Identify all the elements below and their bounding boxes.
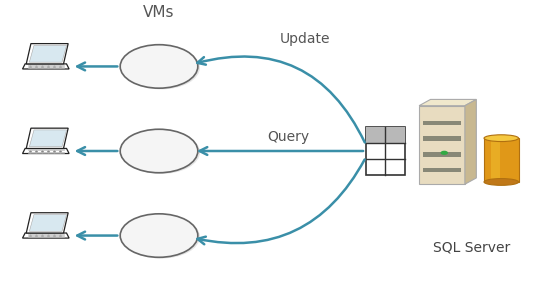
Text: Update: Update	[279, 32, 330, 46]
Circle shape	[120, 214, 198, 257]
Text: VMs: VMs	[143, 5, 175, 20]
FancyBboxPatch shape	[423, 120, 461, 125]
Text: Query: Query	[267, 130, 309, 144]
Circle shape	[122, 130, 200, 174]
Circle shape	[122, 46, 200, 89]
Polygon shape	[29, 214, 67, 231]
FancyBboxPatch shape	[419, 106, 465, 184]
FancyBboxPatch shape	[491, 138, 500, 182]
FancyBboxPatch shape	[366, 127, 405, 175]
Circle shape	[440, 151, 448, 155]
Circle shape	[120, 129, 198, 173]
Circle shape	[122, 215, 200, 259]
Polygon shape	[465, 99, 476, 184]
Polygon shape	[419, 99, 476, 106]
FancyBboxPatch shape	[423, 168, 461, 172]
Polygon shape	[29, 45, 67, 62]
Polygon shape	[26, 128, 68, 149]
Polygon shape	[23, 64, 69, 69]
FancyBboxPatch shape	[366, 127, 405, 143]
FancyBboxPatch shape	[484, 138, 519, 182]
Polygon shape	[23, 149, 69, 153]
Circle shape	[120, 45, 198, 88]
Polygon shape	[23, 233, 69, 238]
Polygon shape	[26, 43, 68, 64]
FancyBboxPatch shape	[423, 136, 461, 141]
FancyBboxPatch shape	[423, 152, 461, 157]
Polygon shape	[29, 130, 67, 147]
Polygon shape	[26, 213, 68, 233]
Text: SQL Server: SQL Server	[433, 241, 510, 255]
Ellipse shape	[484, 135, 519, 142]
Ellipse shape	[484, 178, 519, 185]
